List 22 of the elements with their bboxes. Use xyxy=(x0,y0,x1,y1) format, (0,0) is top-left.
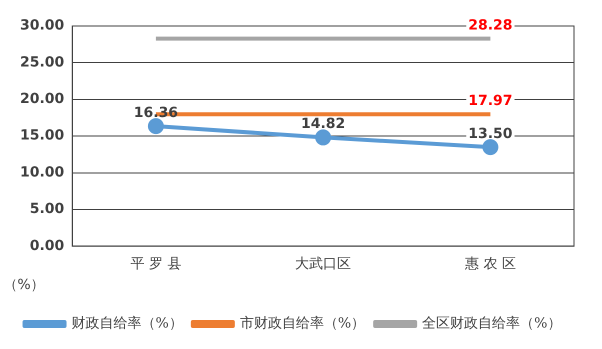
y-tick-label: 10.00 xyxy=(20,164,65,180)
legend-label: 市财政自给率（%） xyxy=(240,316,366,332)
data-label: 17.97 xyxy=(468,92,513,109)
data-label: 14.82 xyxy=(300,116,346,132)
x-tick-label: 惠 农 区 xyxy=(464,256,516,272)
y-tick-label: 20.00 xyxy=(20,91,65,108)
y-tick-label: 30.00 xyxy=(20,18,65,34)
data-label: 13.50 xyxy=(468,126,513,142)
legend-label: 全区财政自给率（%） xyxy=(422,316,562,332)
y-tick-label: 25.00 xyxy=(20,54,65,70)
point xyxy=(482,139,498,156)
point xyxy=(315,129,332,146)
data-label: 28.28 xyxy=(468,17,513,34)
x-tick-label: 平 罗 县 xyxy=(130,256,182,272)
y-tick-label: 5.00 xyxy=(30,201,65,218)
y-tick-label: 15.00 xyxy=(20,128,65,144)
legend-label: 财政自给率（%） xyxy=(72,316,183,332)
y-axis-title: （%） xyxy=(3,276,45,293)
point xyxy=(148,118,164,134)
data-label: 16.36 xyxy=(134,104,178,121)
x-tick-label: 大武口区 xyxy=(295,256,352,272)
y-tick-label: 0.00 xyxy=(30,238,65,254)
